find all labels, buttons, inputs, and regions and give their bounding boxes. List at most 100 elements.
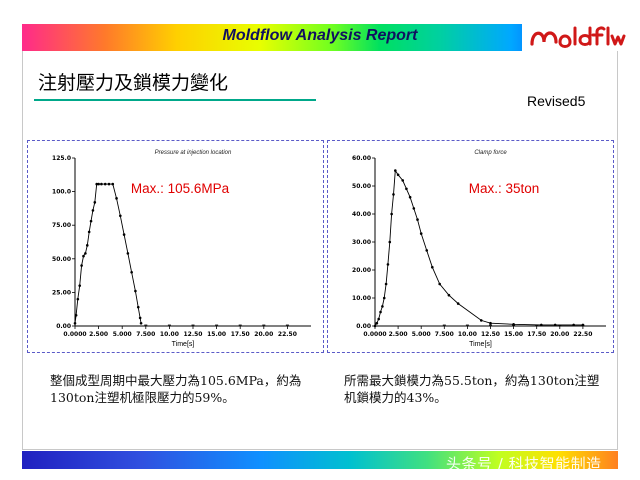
clamp-chart-title: Clamp force	[474, 150, 507, 156]
clamp-y-tick-label: 40.00	[352, 211, 371, 218]
clamp-x-tick-label: 10.00	[458, 331, 477, 338]
slide-title: 注射壓力及鎖模力變化	[38, 72, 229, 94]
clamp-data-point	[379, 310, 382, 314]
pressure-data-point	[115, 197, 118, 200]
clamp-data-point	[512, 323, 515, 326]
pressure-y-tick-label: 75.00	[52, 222, 71, 229]
pressure-x-tick-label: 10.00	[160, 331, 179, 338]
report-title: Moldflow Analysis Report	[222, 27, 418, 44]
clamp-data-point	[373, 324, 377, 328]
clamp-data-point	[553, 323, 557, 327]
clamp-data-point	[382, 296, 386, 300]
pressure-data-point	[130, 270, 133, 274]
clamp-y-tick-label: 20.00	[352, 267, 371, 274]
pressure-data-point	[122, 233, 126, 236]
clamp-data-point	[425, 249, 429, 252]
pressure-data-point	[97, 182, 100, 186]
pressure-data-point	[107, 182, 111, 186]
pressure-y-tick-label: 125.0	[52, 155, 71, 162]
pressure-data-point	[89, 219, 93, 223]
pressure-data-point	[73, 322, 77, 325]
pressure-chart-panel: Pressure at injection location 0.00 25.00 5…	[27, 140, 324, 353]
pressure-y-tick-label: 100.0	[52, 189, 71, 196]
clamp-x-axis-label: Time[s]	[469, 341, 492, 348]
header-banner: Moldflow Analysis Report	[22, 24, 618, 51]
moldflow-logo-mark	[530, 26, 626, 48]
pressure-y-tick-label: 0.00	[56, 323, 71, 330]
watermark-text: 头条号 / 科技智能制造	[446, 455, 602, 473]
clamp-data-point	[540, 323, 543, 327]
moldflow-logo	[522, 22, 630, 52]
pressure-x-tick-label: 5.000	[113, 331, 132, 338]
pressure-data-point	[111, 182, 115, 186]
clamp-data-point	[386, 263, 390, 266]
pressure-max-annotation: Max.: 105.6MPa	[131, 181, 230, 196]
pressure-data-point	[80, 264, 83, 267]
clamp-data-point	[388, 240, 392, 244]
clamp-data-point	[430, 265, 434, 269]
pressure-y-tick-label: 25.00	[52, 289, 71, 296]
pressure-data-point	[95, 182, 99, 186]
clamp-data-point	[384, 282, 388, 286]
pressure-data-point	[134, 289, 137, 293]
clamp-data-point	[419, 232, 423, 235]
clamp-data-point	[396, 173, 400, 177]
clamp-force-chart: Clamp force 0.00 10.00 20.00 30.00 40.00 50.00…	[352, 150, 606, 348]
pressure-x-tick-label: 20.00	[254, 331, 273, 338]
revision-label: Revised5	[527, 93, 586, 109]
clamp-x-tick-label: 22.50	[573, 331, 592, 338]
pressure-data-point	[103, 182, 107, 186]
pressure-data-point	[139, 322, 143, 325]
pressure-data-point	[74, 313, 78, 317]
clamp-x-tick-label: 5.000	[412, 331, 431, 338]
footer-bar	[22, 451, 618, 469]
clamp-data-point	[390, 212, 393, 216]
pressure-caption: 整個成型周期中最大壓力為105.6MPa，約為130ton注塑机極限壓力的59%…	[50, 373, 302, 405]
pressure-data-point	[78, 284, 82, 287]
clamp-data-point	[581, 323, 585, 327]
clamp-data-point	[408, 195, 412, 199]
pressure-chart-title: Pressure at injection location	[155, 150, 232, 156]
pressure-data-point	[82, 254, 85, 258]
clamp-data-point	[412, 207, 416, 210]
pressure-x-tick-label: 12.50	[184, 331, 203, 338]
clamp-data-point	[572, 323, 575, 327]
title-underline	[34, 99, 316, 101]
clamp-data-point	[447, 293, 451, 297]
pressure-data-point	[136, 305, 140, 309]
clamp-data-point	[405, 187, 408, 191]
clamp-data-point	[377, 317, 380, 321]
clamp-y-tick-label: 10.00	[352, 295, 371, 302]
pressure-x-tick-label: 17.50	[231, 331, 250, 338]
clamp-x-tick-label: 2.500	[389, 331, 408, 338]
pressure-data-point	[100, 182, 103, 186]
pressure-x-tick-label: 0.0000	[63, 331, 86, 338]
pressure-data-point	[126, 252, 130, 255]
clamp-max-annotation: Max.: 35ton	[469, 181, 540, 196]
clamp-y-tick-label: 0.00	[356, 323, 371, 330]
clamp-data-point	[416, 218, 419, 221]
clamp-x-tick-label: 0.0000	[363, 331, 386, 338]
pressure-data-point	[138, 316, 142, 320]
clamp-x-tick-label: 15.00	[504, 331, 523, 338]
clamp-x-tick-label: 12.50	[481, 331, 500, 338]
pressure-x-tick-label: 22.50	[278, 331, 297, 338]
clamp-data-point	[489, 321, 492, 325]
clamp-x-tick-label: 17.50	[527, 331, 546, 338]
pressure-data-point	[87, 230, 91, 234]
clamp-data-point	[438, 282, 441, 286]
clamp-data-point	[394, 169, 397, 172]
pressure-data-point	[119, 214, 122, 218]
clamp-data-point	[381, 305, 384, 308]
clamp-y-tick-label: 50.00	[352, 183, 371, 190]
pressure-x-tick-label: 15.00	[207, 331, 226, 338]
pressure-x-tick-label: 2.500	[89, 331, 108, 338]
clamp-data-point	[401, 179, 405, 182]
clamp-x-tick-label: 7.500	[435, 331, 454, 338]
pressure-data-point	[93, 201, 97, 204]
pressure-x-axis-label: Time[s]	[172, 341, 195, 348]
clamp-data-point	[479, 319, 483, 322]
clamp-y-tick-label: 30.00	[352, 239, 371, 246]
pressure-data-point	[76, 297, 80, 301]
pressure-data-point	[85, 244, 89, 247]
